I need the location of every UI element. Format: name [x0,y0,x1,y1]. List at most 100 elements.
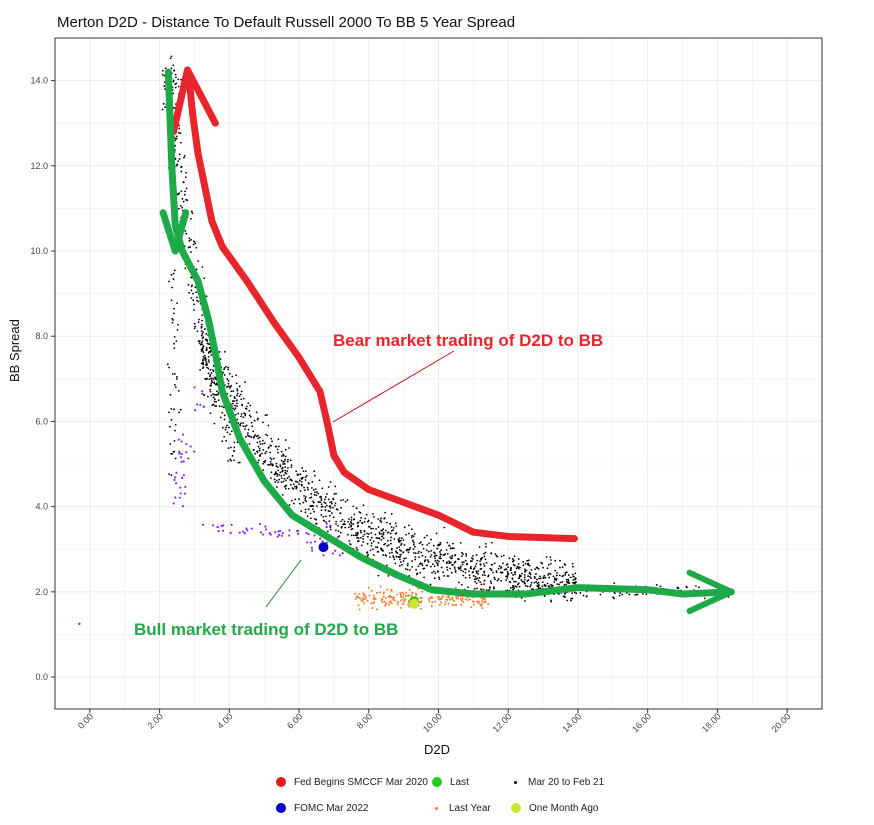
data-point-mar20-feb21 [244,413,247,415]
data-point-mar20-feb21 [257,459,260,462]
data-point-mar20-feb21 [303,486,305,489]
data-point-purple-trail [179,456,183,459]
data-point-mar20-feb21 [174,83,177,86]
data-point-purple-trail [229,531,232,535]
data-point-mar20-feb21 [327,486,330,488]
data-point-purple-trail [310,546,314,549]
data-point-mar20-feb21 [512,559,515,562]
data-point-mar20-feb21 [500,566,503,569]
data-point-last-year [454,603,457,606]
data-point-mar20-feb21 [384,529,387,532]
data-point-purple-trail [325,522,328,525]
data-point-mar20-feb21 [417,565,420,568]
data-point-mar20-feb21 [168,411,170,414]
data-point-mar20-feb21 [451,564,453,566]
data-point-mar20-feb21 [205,346,208,349]
data-point-mar20-feb21 [209,375,211,378]
data-point-mar20-feb21 [399,555,402,558]
data-point-mar20-feb21 [380,532,383,535]
data-point-mar20-feb21 [177,207,180,210]
data-point-mar20-feb21 [411,565,414,568]
data-point-mar20-feb21 [179,205,182,207]
data-point-mar20-feb21 [518,577,521,580]
data-point-mar20-feb21 [558,583,561,586]
data-point-mar20-feb21 [526,580,529,583]
data-point-mar20-feb21 [210,354,213,356]
data-point-mar20-feb21 [429,583,432,586]
data-point-mar20-feb21 [381,535,383,538]
data-point-mar20-feb21 [487,574,490,577]
data-point-purple-trail [211,524,215,527]
y-tick-label: 12.0 [30,161,48,171]
data-point-mar20-feb21 [173,384,176,386]
data-point-mar20-feb21 [310,492,313,495]
data-point-mar20-feb21 [497,567,500,570]
data-point-last-year [431,601,434,604]
data-point-purple-trail [187,457,190,460]
data-point-mar20-feb21 [309,512,312,515]
data-point-mar20-feb21 [302,470,305,472]
data-point-last-year [360,599,363,602]
data-point-mar20-feb21 [562,595,565,598]
data-point-mar20-feb21 [205,348,208,351]
data-point-mar20-feb21 [173,335,176,338]
data-point-purple-trail [178,496,181,499]
data-point-mar20-feb21 [442,554,445,556]
data-point-mar20-feb21 [394,562,397,565]
data-point-mar20-feb21 [243,412,246,415]
data-point-mar20-feb21 [208,378,211,381]
data-point-mar20-feb21 [190,210,193,213]
data-point-mar20-feb21 [291,487,294,489]
data-point-mar20-feb21 [347,526,350,529]
data-point-mar20-feb21 [433,570,435,573]
data-point-mar20-feb21 [390,548,393,551]
data-point-mar20-feb21 [202,331,204,334]
data-point-mar20-feb21 [559,566,561,569]
data-point-mar20-feb21 [446,575,449,577]
data-point-mar20-feb21 [273,478,276,481]
data-point-mar20-feb21 [218,351,221,353]
data-point-mar20-feb21 [344,526,347,529]
data-point-purple-trail [182,460,185,463]
data-point-last-year [480,603,483,606]
data-point-mar20-feb21 [380,538,383,541]
data-point-mar20-feb21 [439,555,442,558]
data-point-mar20-feb21 [232,390,235,392]
data-point-mar20-feb21 [201,340,204,343]
data-point-mar20-feb21 [223,418,226,421]
data-point-last-year [393,596,396,599]
data-point-mar20-feb21 [272,464,274,466]
data-point-mar20-feb21 [202,356,205,358]
legend-symbol [432,777,442,788]
data-point-mar20-feb21 [238,385,241,388]
data-point-mar20-feb21 [253,419,256,422]
data-point-mar20-feb21 [173,69,176,72]
data-point-mar20-feb21 [376,550,379,553]
data-point-mar20-feb21 [464,576,467,579]
bear-market-arrow [185,77,578,543]
data-point-mar20-feb21 [170,55,173,58]
data-point-last-year [368,594,371,597]
data-point-mar20-feb21 [544,584,547,587]
data-point-last-year [434,600,437,603]
data-point-mar20-feb21 [467,586,469,589]
data-point-mar20-feb21 [197,260,199,263]
data-point-mar20-feb21 [453,568,456,570]
data-point-last-year [437,597,440,600]
data-point-mar20-feb21 [177,78,180,81]
data-point-last-year [478,600,481,603]
data-point-mar20-feb21 [329,505,332,507]
data-point-mar20-feb21 [448,562,451,565]
data-point-mar20-feb21 [421,564,424,567]
data-point-mar20-feb21 [413,545,416,548]
data-point-mar20-feb21 [200,327,203,329]
data-point-purple-trail [181,505,184,508]
data-point-mar20-feb21 [420,541,422,544]
data-point-mar20-feb21 [214,383,217,386]
data-point-mar20-feb21 [356,525,359,528]
data-point-purple-trail [201,390,204,393]
data-point-mar20-feb21 [257,417,259,420]
data-point-last-year [354,592,357,595]
data-point-mar20-feb21 [258,436,261,439]
data-point-mar20-feb21 [236,402,238,405]
